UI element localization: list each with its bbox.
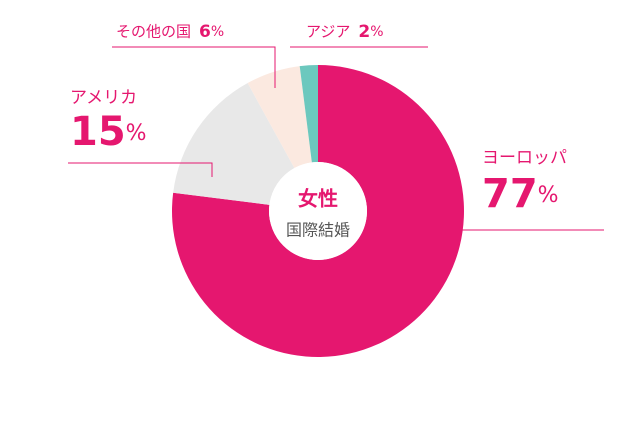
center-title: 女性: [298, 187, 338, 211]
center-subtitle: 国際結婚: [286, 221, 350, 240]
category-label: その他の国: [116, 23, 191, 41]
category-label: アジア: [306, 23, 350, 41]
value-label: 77%: [482, 171, 559, 217]
donut-slice: [173, 83, 295, 205]
donut-slice: [299, 65, 318, 163]
donut-slice: [247, 66, 312, 169]
leader-line: [112, 46, 276, 88]
leader-line: [409, 229, 604, 243]
value-label: 15%: [70, 109, 147, 155]
donut-hole: [269, 162, 367, 260]
value-label: 6%: [199, 22, 224, 42]
category-label: ヨーロッパ: [482, 148, 567, 168]
leader-line: [68, 162, 213, 177]
value-label: 2%: [358, 22, 383, 42]
donut-slice: [172, 65, 465, 357]
category-label: アメリカ: [70, 88, 137, 108]
